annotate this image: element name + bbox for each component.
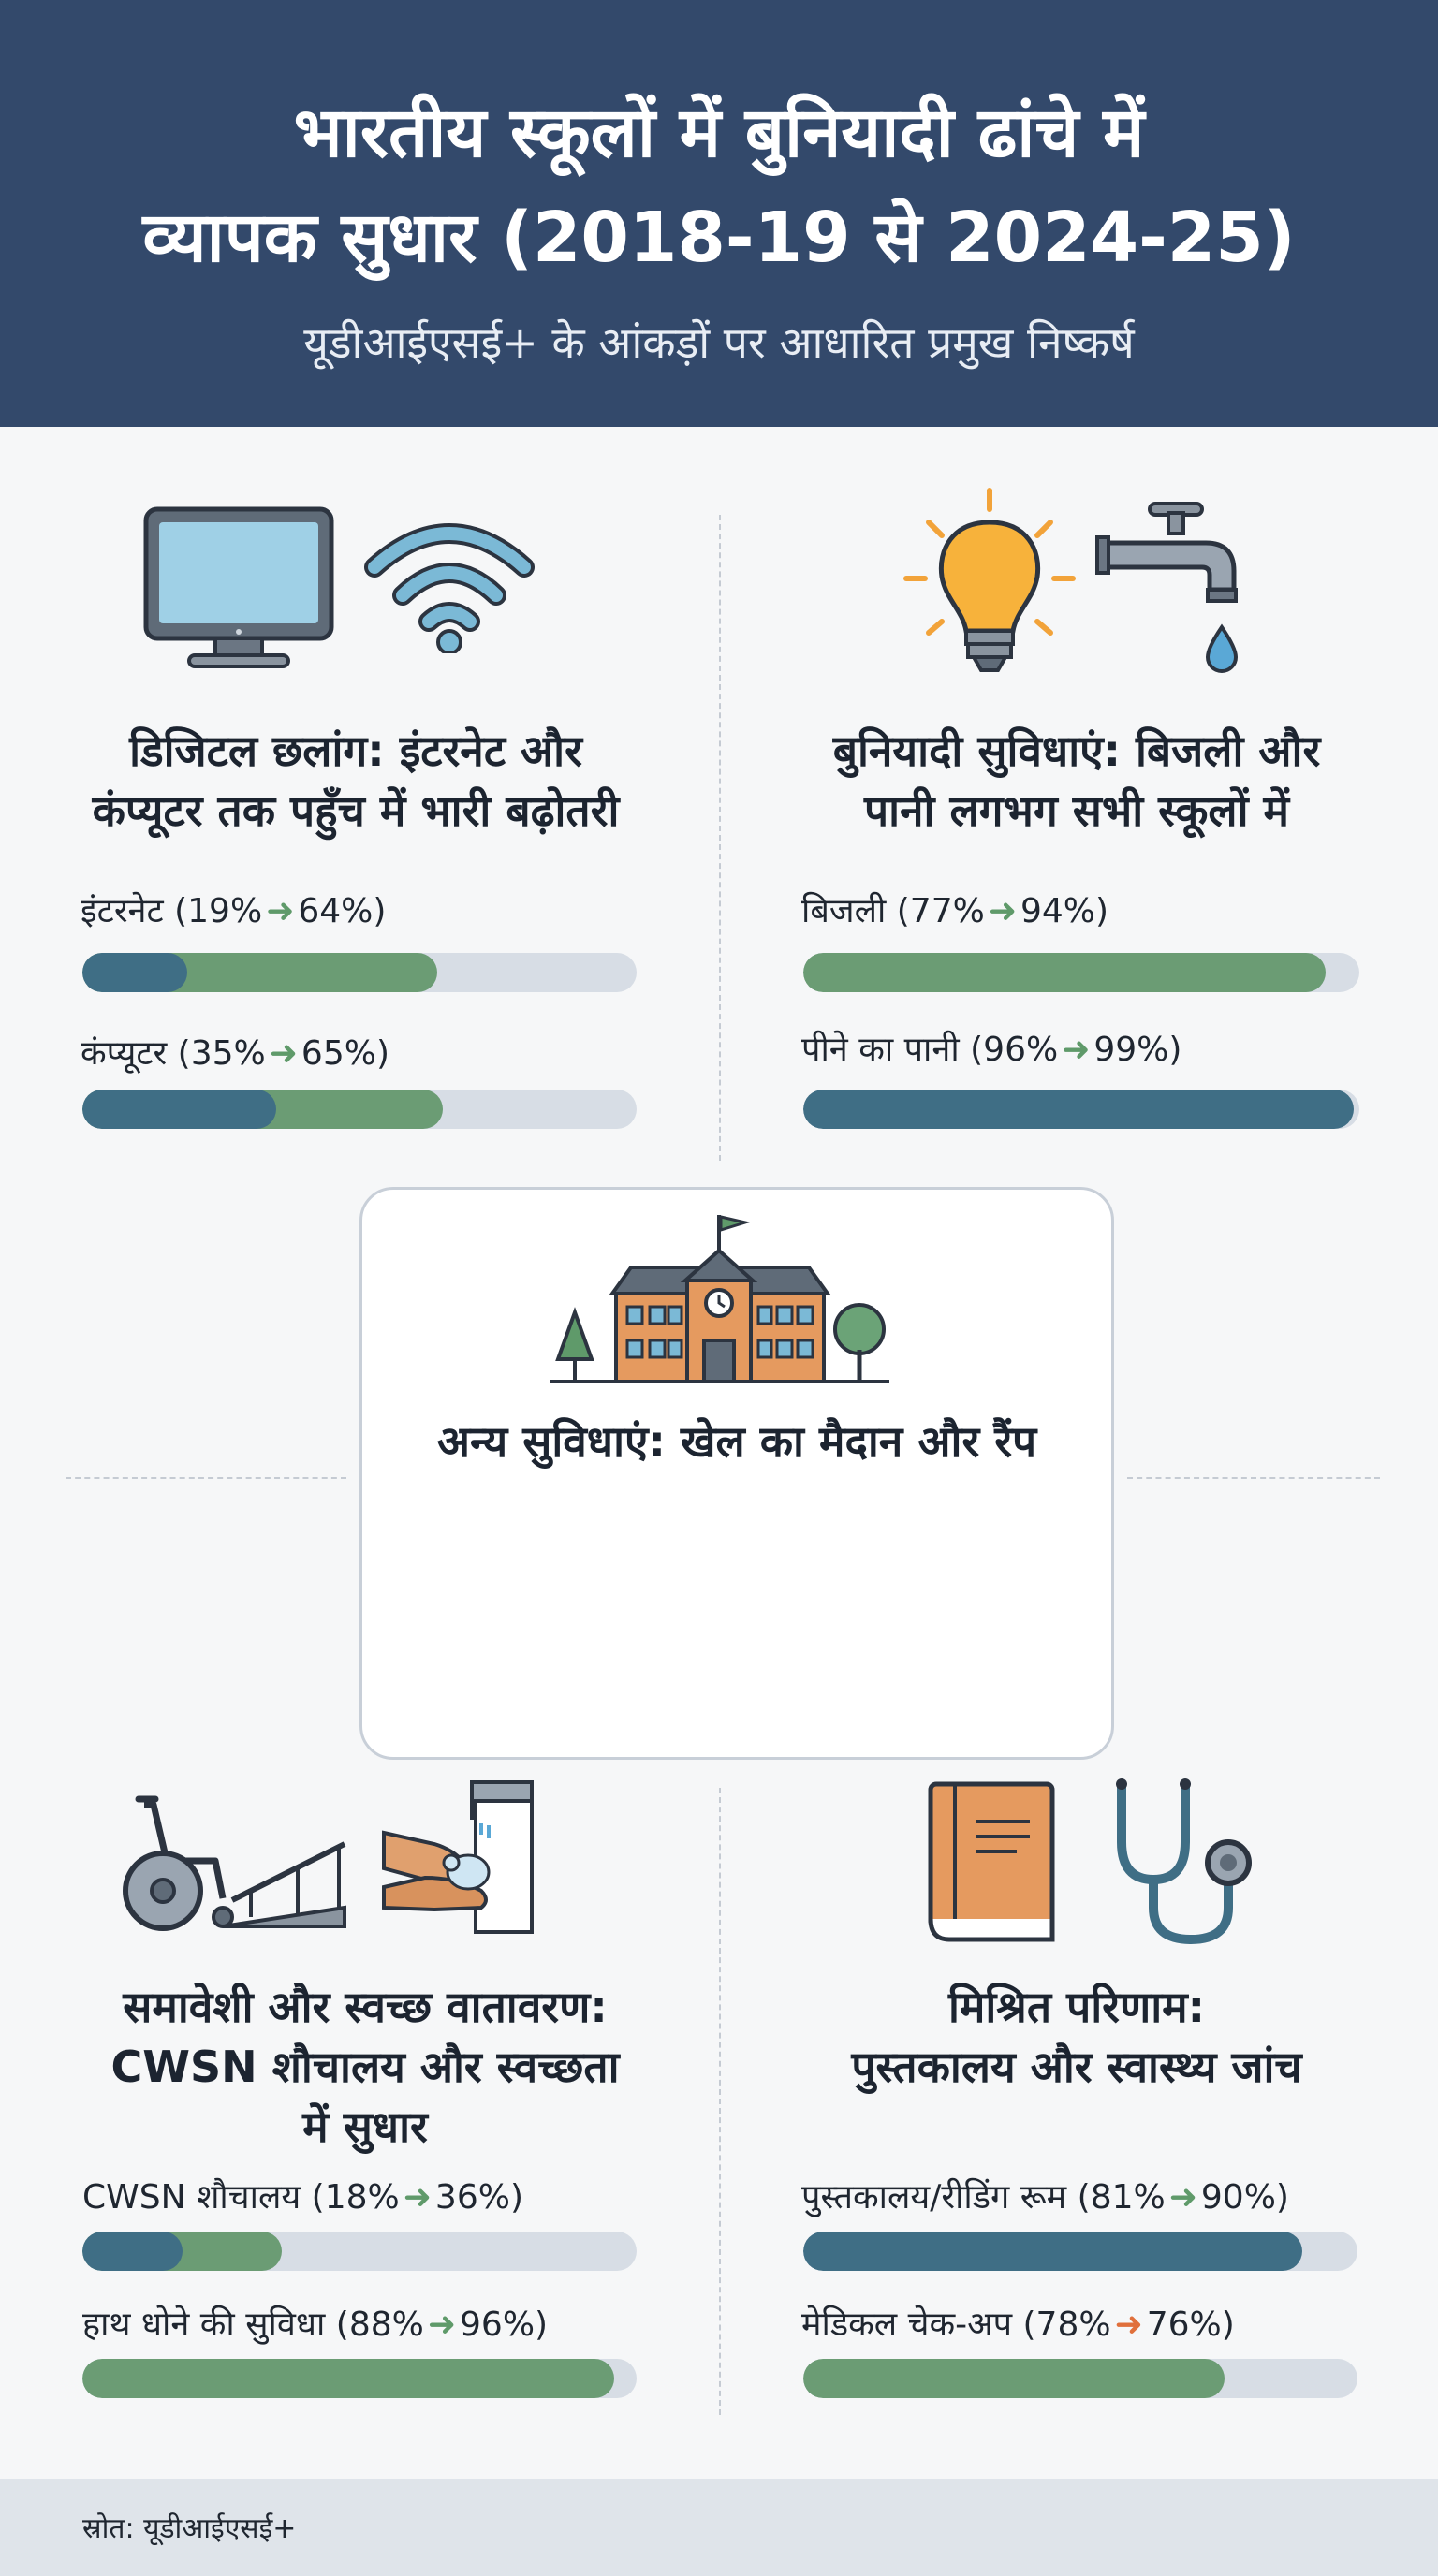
bar-track-computer — [82, 1090, 637, 1129]
arrow-right-icon: ➜ — [988, 892, 1017, 930]
mixed-heading-line1: मिश्रित परिणाम: — [947, 1982, 1206, 2032]
monitor-icon — [143, 506, 334, 668]
digital-heading: डिजिटल छलांग: इंटरनेट और कंप्यूटर तक पहु… — [28, 721, 683, 841]
bar-label-handwash: हाथ धोने की सुविधा (88% ➜ 96%) — [82, 2305, 548, 2346]
arrow-right-icon: ➜ — [1168, 2178, 1197, 2217]
page-title-line2: व्यापक सुधार (2018-19 से 2024-25) — [142, 198, 1296, 278]
divider-middle-right — [1127, 1477, 1380, 1479]
bar-fill-current — [82, 2359, 615, 2398]
bar-label-drinking-water: पीने का पानी (96% ➜ 99%) — [801, 1030, 1181, 1071]
arrow-right-icon: ➜ — [403, 2178, 432, 2217]
bar-label-name: पीने का पानी (96% — [801, 1031, 1059, 1069]
arrow-right-icon: ➜ — [269, 1034, 298, 1073]
footer: स्रोत: यूडीआईएसई+ — [0, 2479, 1438, 2576]
wifi-icon — [364, 523, 535, 653]
bar-label-internet: इंटरनेट (19% ➜ 64%) — [81, 891, 386, 932]
bar-fill-baseline — [82, 1090, 277, 1129]
bar-track-medical-checkup — [803, 2359, 1357, 2398]
bar-fill-baseline — [82, 953, 188, 992]
bar-label-to: 90%) — [1200, 2178, 1289, 2217]
lightbulb-icon — [903, 488, 1076, 672]
bar-label-to: 76%) — [1146, 2305, 1235, 2344]
bar-label-name: कंप्यूटर (35% — [81, 1034, 266, 1073]
inclusive-heading-line1: समावेशी और स्वच्छ वातावरण: — [123, 1982, 608, 2032]
bar-label-medical-checkup: मेडिकल चेक-अप (78% ➜ 76%) — [801, 2305, 1235, 2346]
arrow-right-icon: ➜ — [427, 2305, 457, 2344]
bar-label-electricity: बिजली (77% ➜ 94%) — [801, 891, 1108, 932]
arrow-right-down-icon: ➜ — [1114, 2305, 1143, 2344]
mixed-heading: मिश्रित परिणाम: पुस्तकालय और स्वास्थ्य ज… — [749, 1977, 1404, 2097]
stethoscope-icon — [1116, 1778, 1252, 1945]
bar-track-electricity — [803, 953, 1359, 992]
bar-label-cwsn-toilet: CWSN शौचालय (18% ➜ 36%) — [82, 2177, 523, 2218]
bar-label-name: बिजली (77% — [801, 892, 985, 930]
basic-heading-line2: पानी लगभग सभी स्कूलों में — [863, 785, 1290, 836]
handwashing-icon — [382, 1780, 534, 1934]
digital-heading-line2: कंप्यूटर तक पहुँच में भारी बढ़ोतरी — [92, 785, 620, 836]
bar-label-to: 65%) — [301, 1034, 389, 1073]
mixed-heading-line2: पुस्तकालय और स्वास्थ्य जांच — [851, 2042, 1302, 2092]
page-title-line1: भारतीय स्कूलों में बुनियादी ढांचे में — [293, 93, 1145, 173]
bar-label-name: CWSN शौचालय (18% — [82, 2178, 400, 2217]
inclusive-heading: समावेशी और स्वच्छ वातावरण: CWSN शौचालय औ… — [37, 1977, 693, 2157]
bar-label-to: 96%) — [460, 2305, 549, 2344]
wheelchair-ramp-icon — [123, 1795, 346, 1931]
bar-track-internet — [82, 953, 637, 992]
bar-label-library: पुस्तकालय/रीडिंग रूम (81% ➜ 90%) — [801, 2177, 1289, 2218]
bar-label-to: 36%) — [434, 2178, 523, 2217]
inclusive-heading-line2: CWSN शौचालय और स्वच्छता — [110, 2042, 620, 2092]
page-subtitle: यूडीआईएसई+ के आंकड़ों पर आधारित प्रमुख न… — [303, 317, 1135, 368]
basic-heading: बुनियादी सुविधाएं: बिजली और पानी लगभग सभ… — [749, 721, 1404, 841]
bar-track-drinking-water — [803, 1090, 1359, 1129]
bar-fill-baseline — [82, 2232, 183, 2271]
bar-fill-current — [803, 2359, 1225, 2398]
footer-source: स्रोत: यूडीआईएसई+ — [82, 2512, 297, 2545]
water-tap-icon — [1095, 502, 1239, 673]
arrow-right-icon: ➜ — [266, 892, 295, 930]
bar-fill-current — [803, 953, 1327, 992]
bar-label-name: हाथ धोने की सुविधा (88% — [82, 2305, 424, 2344]
bar-label-to: 99%) — [1093, 1031, 1182, 1069]
bar-track-library — [803, 2232, 1357, 2271]
bar-track-cwsn-toilet — [82, 2232, 637, 2271]
bar-fill-current — [803, 1090, 1355, 1129]
bar-label-to: 64%) — [298, 892, 387, 930]
divider-middle-left — [66, 1477, 346, 1479]
book-icon — [928, 1781, 1055, 1942]
other-heading: अन्य सुविधाएं: खेल का मैदान और रैंप — [436, 1416, 1037, 1467]
bar-label-to: 94%) — [1020, 892, 1109, 930]
bar-label-name: मेडिकल चेक-अप (78% — [801, 2305, 1111, 2344]
school-building-icon — [550, 1215, 889, 1383]
page-title: भारतीय स्कूलों में बुनियादी ढांचे में व्… — [37, 80, 1401, 290]
basic-heading-line1: बुनियादी सुविधाएं: बिजली और — [832, 725, 1321, 776]
digital-heading-line1: डिजिटल छलांग: इंटरनेट और — [129, 725, 582, 776]
header-banner: भारतीय स्कूलों में बुनियादी ढांचे में व्… — [0, 0, 1438, 427]
bar-label-computer: कंप्यूटर (35% ➜ 65%) — [81, 1033, 389, 1075]
bar-label-name: पुस्तकालय/रीडिंग रूम (81% — [801, 2178, 1166, 2217]
bar-fill-current — [803, 2232, 1302, 2271]
inclusive-heading-line3: में सुधार — [302, 2101, 428, 2152]
divider-top-vertical — [719, 515, 721, 1161]
arrow-right-icon: ➜ — [1062, 1031, 1091, 1069]
bar-track-handwash — [82, 2359, 637, 2398]
bar-label-name: इंटरनेट (19% — [81, 892, 263, 930]
divider-bottom-vertical — [719, 1788, 721, 2415]
